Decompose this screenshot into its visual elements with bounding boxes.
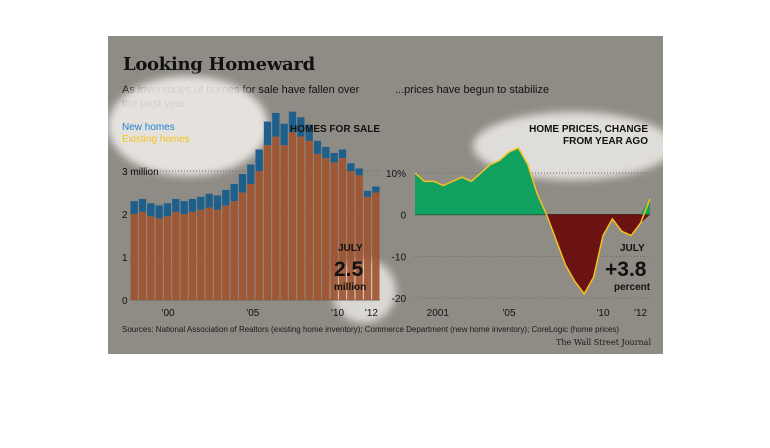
existing-homes-bar (272, 136, 280, 300)
prices-ytick-label: -20 (392, 294, 407, 305)
new-homes-bar (147, 203, 155, 217)
prices-xtick-label: '10 (596, 308, 609, 319)
existing-homes-bar (172, 211, 180, 300)
new-homes-bar (313, 140, 322, 154)
chart-panel: Looking Homeward As inventories of homes… (108, 36, 663, 354)
legend-new-homes: New homes (122, 122, 175, 133)
charts-svg: 0 1 2 3 million '00 '05 '10 '12 10% 0 -10 -20 2001 '0… (108, 76, 663, 323)
existing-homes-bar (197, 209, 205, 300)
existing-homes-bar (372, 192, 380, 300)
homes-callout-unit: million (334, 282, 367, 293)
credit: The Wall Street Journal (556, 338, 651, 347)
new-homes-bar (205, 193, 213, 208)
homes-ytick-label: 2 (122, 210, 128, 221)
new-homes-bar (347, 163, 355, 171)
new-homes-bar (247, 164, 255, 184)
new-homes-bar (255, 149, 263, 171)
existing-homes-bar (355, 175, 363, 300)
new-homes-bar (222, 189, 230, 206)
existing-homes-bar (213, 209, 222, 300)
homes-callout-label: JULY (338, 243, 363, 254)
new-homes-bar (155, 205, 163, 219)
prices-callout-unit: percent (614, 282, 651, 293)
prices-ytick-label: -10 (392, 252, 407, 263)
existing-homes-bar (305, 140, 313, 300)
new-homes-bar (372, 186, 380, 193)
source-note: Sources: National Association of Realtor… (122, 325, 620, 334)
homes-xtick-label: '10 (331, 308, 344, 319)
prices-xtick-label: '12 (634, 308, 647, 319)
new-homes-bar (172, 198, 180, 212)
prices-xtick-label: 2001 (427, 308, 450, 319)
prices-callout-value: +3.8 (605, 258, 647, 281)
existing-homes-bar (297, 136, 305, 300)
existing-homes-bar (238, 192, 247, 300)
new-homes-bar (363, 190, 372, 197)
existing-homes-bar (338, 158, 347, 300)
price-line (414, 147, 651, 296)
new-homes-bar (263, 121, 272, 146)
right-subtitle: ...prices have begun to stabilize (395, 84, 550, 96)
new-homes-bar (188, 198, 197, 212)
existing-homes-bar (138, 211, 147, 300)
existing-homes-bar (288, 132, 297, 300)
homes-ytick-label: 1 (122, 253, 128, 264)
existing-homes-bar (147, 216, 155, 300)
homes-callout-value: 2.5 (334, 258, 364, 281)
existing-homes-bar (313, 153, 322, 300)
new-homes-bar (213, 195, 222, 210)
existing-homes-bar (255, 171, 263, 300)
prices-ytick-label: 0 (400, 211, 406, 222)
existing-homes-bar (247, 183, 255, 300)
homes-xtick-label: '05 (246, 308, 259, 319)
new-homes-bar (130, 201, 138, 214)
homes-ytick-label: 3 million (122, 167, 159, 178)
new-homes-bar (272, 112, 280, 137)
legend-existing-homes: Existing homes (122, 134, 190, 145)
homes-xtick-label: '12 (365, 308, 378, 319)
new-homes-bar (305, 124, 313, 141)
new-homes-bar (197, 196, 205, 210)
prices-callout-label: JULY (620, 243, 645, 254)
new-homes-bar (138, 198, 147, 212)
existing-homes-bar (222, 205, 230, 300)
new-homes-bar (180, 201, 188, 214)
prices-chart-title: HOME PRICES, CHANGE FROM YEAR AGO (529, 124, 648, 147)
existing-homes-bar (163, 216, 172, 300)
new-homes-bar (230, 183, 238, 202)
existing-homes-bar (130, 214, 138, 300)
new-homes-bar (330, 152, 338, 163)
haze-left (108, 76, 268, 176)
homes-ytick-label: 0 (122, 296, 128, 307)
existing-homes-bar (155, 218, 163, 300)
new-homes-bar (280, 123, 288, 146)
price-negative-area (415, 214, 650, 294)
chart-title: Looking Homeward (123, 54, 315, 75)
new-homes-bar (238, 174, 247, 193)
prices-ytick-label: 10% (386, 169, 406, 180)
existing-homes-bar (322, 158, 330, 300)
homes-xtick-label: '00 (162, 308, 175, 319)
existing-homes-bar (263, 145, 272, 300)
existing-homes-bar (280, 145, 288, 300)
new-homes-bar (322, 146, 330, 159)
homes-chart-title: HOMES FOR SALE (289, 124, 380, 135)
prices-xtick-label: '05 (502, 308, 515, 319)
new-homes-bar (297, 117, 305, 137)
new-homes-bar (288, 111, 297, 133)
new-homes-bar (163, 203, 172, 217)
new-homes-bar (338, 149, 347, 159)
existing-homes-bar (180, 214, 188, 300)
existing-homes-bar (363, 196, 372, 300)
existing-homes-bar (330, 162, 338, 300)
existing-homes-bar (347, 171, 355, 300)
existing-homes-bar (205, 207, 213, 300)
existing-homes-bar (230, 201, 238, 300)
new-homes-bar (355, 168, 363, 176)
existing-homes-bar (188, 211, 197, 300)
